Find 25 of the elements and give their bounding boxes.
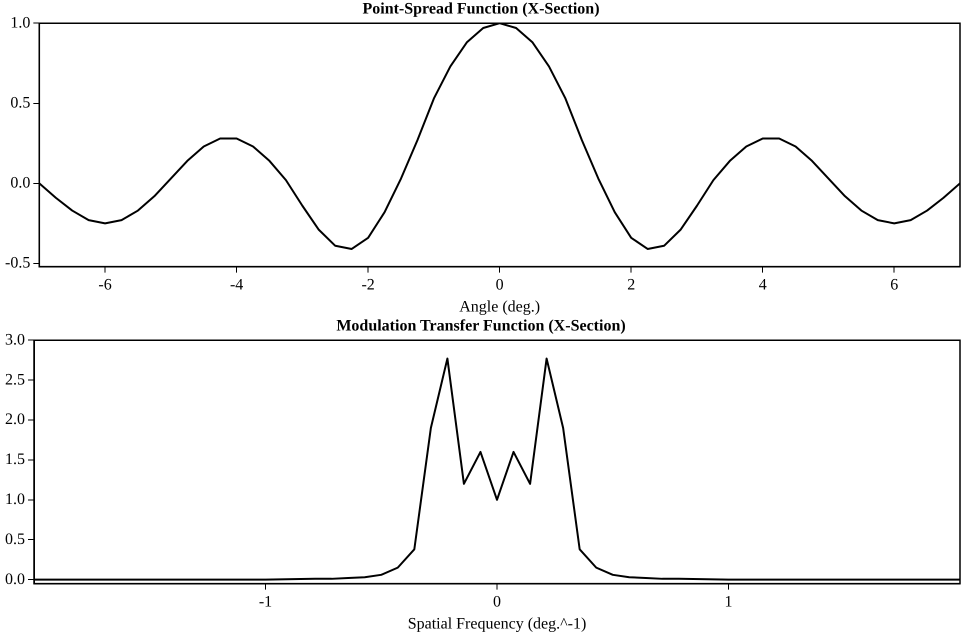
- x-tick-label: 0: [493, 593, 501, 610]
- x-axis-title: Angle (deg.): [459, 298, 540, 316]
- x-tick-label: 2: [627, 276, 636, 294]
- y-tick-label: -0.5: [5, 254, 30, 272]
- x-tick-label: -6: [98, 276, 112, 294]
- x-tick-label: -1: [258, 593, 272, 610]
- y-tick-label: 1.5: [5, 451, 25, 468]
- y-tick-label: 0.5: [5, 530, 25, 548]
- x-tick-label: -2: [361, 276, 375, 294]
- y-tick-label: 0.5: [10, 94, 30, 112]
- x-tick-label: 6: [890, 276, 898, 294]
- x-tick-label: 4: [758, 276, 767, 294]
- y-tick-label: 2.0: [5, 411, 25, 428]
- x-tick-label: 0: [496, 276, 504, 294]
- y-tick-label: 1.0: [10, 14, 30, 32]
- y-tick-label: 0.0: [5, 570, 25, 588]
- y-tick-label: 2.5: [5, 371, 25, 388]
- x-axis-title: Spatial Frequency (deg.^-1): [408, 616, 586, 633]
- y-tick-label: 3.0: [5, 331, 25, 348]
- x-tick-label: -4: [230, 276, 244, 294]
- x-tick-label: 1: [724, 593, 732, 610]
- chart-title: Modulation Transfer Function (X-Section): [336, 318, 626, 335]
- chart-title: Point-Spread Function (X-Section): [362, 0, 600, 18]
- y-tick-label: 1.0: [5, 491, 25, 508]
- y-tick-label: 0.0: [10, 174, 30, 192]
